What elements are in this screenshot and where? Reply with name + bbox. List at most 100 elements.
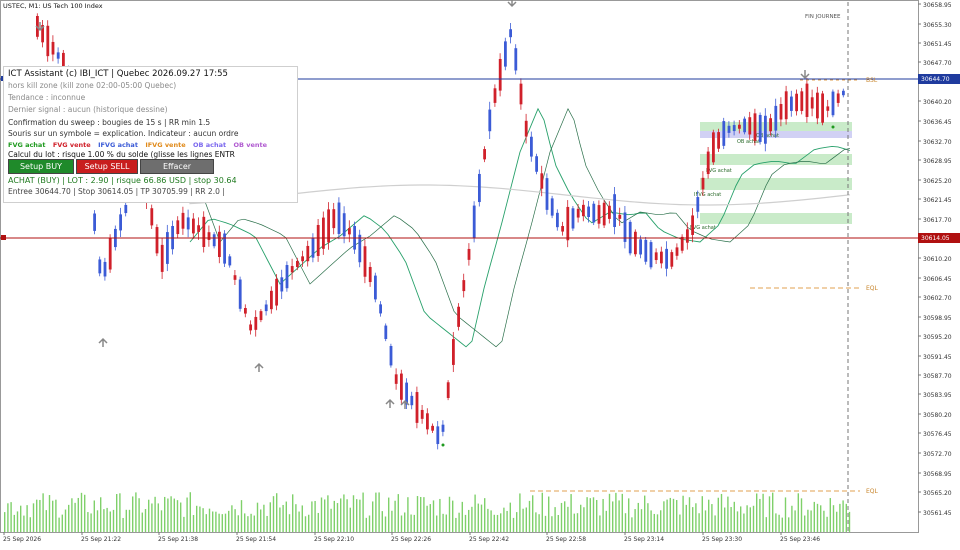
volume-bar xyxy=(679,514,681,532)
candle-body xyxy=(228,256,232,266)
volume-bar xyxy=(848,511,851,532)
volume-bar xyxy=(592,497,595,532)
volume-bar xyxy=(365,517,367,532)
volume-bar xyxy=(32,503,35,532)
volume-bar xyxy=(196,505,198,532)
order-summary: ACHAT (BUY) | LOT : 2.90 | risque 66.86 … xyxy=(8,176,237,185)
volume-bar xyxy=(516,512,518,532)
candle-body xyxy=(842,90,845,96)
volume-bar xyxy=(160,510,163,532)
volume-bar xyxy=(404,512,406,532)
volume-bar xyxy=(221,514,223,532)
volume-bar xyxy=(736,511,739,532)
volume-bar xyxy=(381,511,383,532)
candle-body xyxy=(602,202,606,226)
volume-bar xyxy=(100,497,102,532)
time-tick-label: 25 Sep 22:26 xyxy=(391,536,431,543)
sweep-arrow-down-icon xyxy=(35,22,45,32)
candle-body xyxy=(233,275,237,280)
volume-bar xyxy=(16,511,19,532)
price-tick-label: 30587.70 xyxy=(923,373,952,380)
clear-button[interactable]: Effacer xyxy=(140,159,214,174)
candle-body xyxy=(150,208,154,226)
volume-bar xyxy=(695,503,697,532)
panel-title: ICT Assistant (c) IBI_ICT | Quebec 2026.… xyxy=(8,69,228,79)
volume-bar xyxy=(87,512,89,532)
volume-bar xyxy=(528,500,531,532)
volume-bar xyxy=(458,512,460,532)
candle-body xyxy=(639,239,642,255)
stop-line-handle[interactable] xyxy=(1,235,6,240)
candle-body xyxy=(368,266,372,283)
volume-bar xyxy=(352,495,355,532)
volume-bar xyxy=(580,504,582,532)
volume-bar xyxy=(468,509,470,532)
volume-bar xyxy=(727,496,729,532)
candle-body xyxy=(342,213,346,237)
volume-bar xyxy=(141,512,143,532)
volume-bar xyxy=(554,507,556,532)
candle-body xyxy=(540,173,544,189)
volume-bar xyxy=(532,495,534,532)
ict-assistant-panel[interactable]: ICT Assistant (c) IBI_ICT | Quebec 2026.… xyxy=(3,66,298,203)
candle-body xyxy=(738,124,741,129)
price-tick-label: 30595.20 xyxy=(923,334,952,341)
candle-body xyxy=(108,237,112,270)
volume-bar xyxy=(36,499,38,532)
price-tick-label: 30565.20 xyxy=(923,490,952,497)
volume-bar xyxy=(228,510,230,532)
candle-body xyxy=(592,203,596,223)
candle-body xyxy=(327,209,330,243)
candle-body xyxy=(805,83,809,117)
volume-bar xyxy=(839,503,841,532)
candle-body xyxy=(332,209,336,229)
volume-bar xyxy=(272,496,275,532)
candle-body xyxy=(779,103,783,120)
candle-body xyxy=(701,177,705,190)
order-levels: Entree 30644.70 | Stop 30614.05 | TP 307… xyxy=(8,187,225,196)
volume-bar xyxy=(503,507,505,532)
candle-body xyxy=(446,382,450,398)
volume-bar xyxy=(640,509,643,532)
volume-bar xyxy=(615,492,617,532)
volume-bar xyxy=(58,517,60,532)
candle-body xyxy=(176,220,180,235)
time-tick-label: 25 Sep 2026 xyxy=(3,536,41,543)
sweep-confirmation: Confirmation du sweep : bougies de 15 s … xyxy=(8,118,211,127)
volume-bar xyxy=(752,505,755,532)
setup-sell-button[interactable]: Setup SELL xyxy=(76,159,138,174)
setup-buy-button[interactable]: Setup BUY xyxy=(8,159,74,174)
candle-body xyxy=(103,261,107,277)
volume-bar xyxy=(474,494,476,532)
price-tick-label: 30625.20 xyxy=(923,178,952,185)
trend-status: Tendance : inconnue xyxy=(8,93,86,102)
volume-bar xyxy=(212,511,214,532)
candle-body xyxy=(457,306,460,327)
candle-body xyxy=(244,308,247,314)
volume-bar xyxy=(266,515,268,532)
volume-bar xyxy=(836,511,838,532)
candle-body xyxy=(223,233,226,264)
candle-body xyxy=(623,212,627,242)
candle-body xyxy=(670,252,674,267)
volume-bar xyxy=(410,514,412,532)
volume-bar xyxy=(394,500,396,532)
candle-body xyxy=(384,325,388,340)
volume-bar xyxy=(61,514,63,532)
candle-body xyxy=(712,132,715,163)
session-end-label: FIN JOURNEE xyxy=(805,14,841,20)
zone-label: OB achat xyxy=(737,139,760,145)
volume-bar xyxy=(778,514,780,532)
volume-bar xyxy=(71,498,73,532)
volume-bar xyxy=(685,504,687,532)
volume-bar xyxy=(669,497,671,532)
volume-bar xyxy=(759,498,761,532)
volume-bar xyxy=(391,510,393,532)
volume-bar xyxy=(45,510,47,532)
candle-body xyxy=(155,227,159,254)
volume-bar xyxy=(487,508,489,532)
volume-bar xyxy=(461,501,463,532)
candle-body xyxy=(322,217,325,249)
